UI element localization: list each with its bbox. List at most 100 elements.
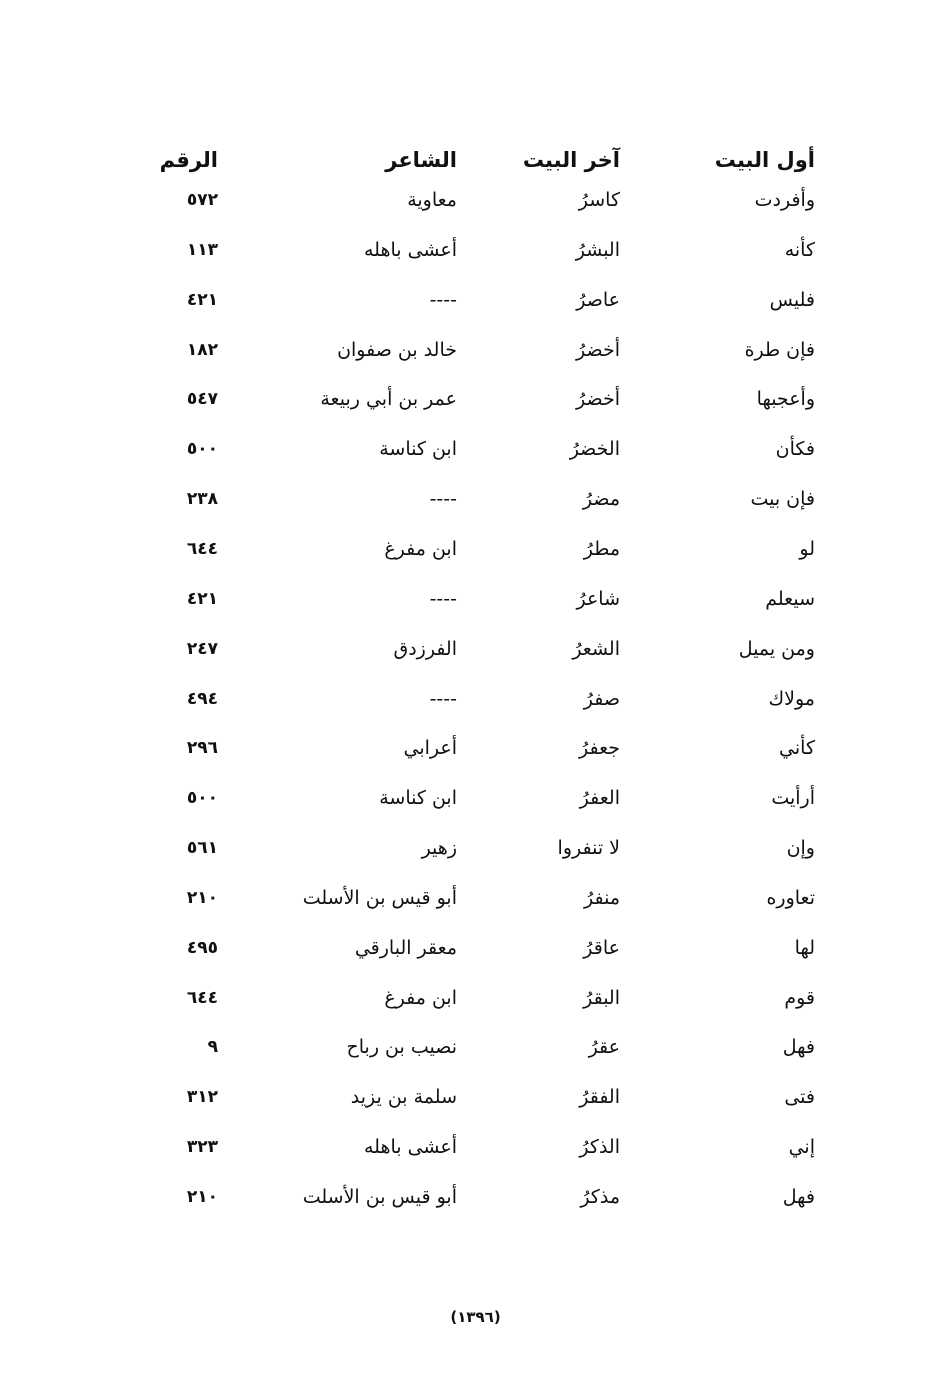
first-verse-cell: فإن طرة: [744, 338, 815, 361]
table-row: أرأيت العفرُ ابن كناسة ٥٠٠: [0, 783, 951, 813]
poet-cell: أعرابي: [403, 737, 457, 760]
table-row: وأعجبها أخضرُ عمر بن أبي ربيعة ٥٤٧: [0, 384, 951, 414]
table-row: فإن بيت مضرُ ---- ٢٣٨: [0, 484, 951, 514]
table-row: سيعلم شاعرُ ---- ٤٢١: [0, 584, 951, 614]
number-cell: ٦٤٤: [186, 538, 218, 559]
table-header: أول البيت آخر البيت الشاعر الرقم: [0, 145, 951, 175]
poet-cell: نصيب بن رباح: [346, 1036, 457, 1059]
poet-cell: معقر البارقي: [354, 936, 457, 959]
table-row: قوم البقرُ ابن مفرغ ٦٤٤: [0, 983, 951, 1013]
first-verse-cell: وأفردت: [754, 189, 815, 211]
poet-cell: ابن مفرغ: [384, 986, 457, 1009]
table-row: لو مطرُ ابن مفرغ ٦٤٤: [0, 534, 951, 564]
first-verse-cell: فإن بيت: [750, 488, 815, 511]
table-row: فكأن الخضرُ ابن كناسة ٥٠٠: [0, 434, 951, 464]
header-first-verse: أول البيت: [714, 148, 815, 172]
first-verse-cell: سيعلم: [765, 587, 815, 610]
poet-cell: سلمة بن يزيد: [350, 1086, 457, 1109]
last-verse-cell: عاقرُ: [583, 936, 620, 959]
number-cell: ٩: [207, 1037, 218, 1058]
table-row: فإن طرة أخضرُ خالد بن صفوان ١٨٢: [0, 335, 951, 365]
first-verse-cell: لو: [799, 537, 815, 560]
table-row: فهل عقرُ نصيب بن رباح ٩: [0, 1032, 951, 1062]
last-verse-cell: كاسرُ: [578, 189, 620, 211]
last-verse-cell: مذكرُ: [580, 1186, 620, 1208]
number-cell: ٥٠٠: [186, 788, 218, 809]
first-verse-cell: إني: [788, 1136, 815, 1159]
first-verse-cell: فكأن: [775, 438, 815, 461]
number-cell: ٢١٠: [186, 887, 218, 908]
poet-cell: أبو قيس بن الأسلت: [302, 1186, 457, 1208]
number-cell: ٣٢٣: [186, 1137, 218, 1158]
last-verse-cell: أخضرُ: [576, 388, 620, 411]
first-verse-cell: أرأيت: [771, 787, 815, 810]
poet-cell: ----: [429, 687, 457, 710]
number-cell: ١١٣: [186, 239, 218, 260]
first-verse-cell: فهل: [782, 1036, 815, 1059]
last-verse-cell: عاصرُ: [576, 288, 620, 311]
table-row: فليس عاصرُ ---- ٤٢١: [0, 285, 951, 315]
last-verse-cell: شاعرُ: [576, 587, 620, 610]
last-verse-cell: البقرُ: [583, 986, 620, 1009]
header-number: الرقم: [159, 148, 218, 172]
poet-cell: معاوية: [407, 189, 457, 211]
poet-cell: ----: [429, 488, 457, 511]
number-cell: ٢٩٦: [186, 738, 218, 759]
table-row: إني الذكرُ أعشى باهله ٣٢٣: [0, 1132, 951, 1162]
poet-cell: عمر بن أبي ربيعة: [320, 388, 457, 411]
page-number: (١٣٩٦): [450, 1308, 501, 1326]
poet-cell: ابن كناسة: [379, 787, 457, 810]
last-verse-cell: جعفرُ: [578, 737, 620, 760]
last-verse-cell: لا تنفروا: [557, 837, 620, 860]
last-verse-cell: صفرُ: [583, 687, 620, 710]
poet-cell: زهير: [421, 837, 457, 860]
last-verse-cell: الفقرُ: [579, 1086, 620, 1109]
poet-cell: ----: [429, 288, 457, 311]
first-verse-cell: قوم: [784, 986, 815, 1009]
table-row: فهل مذكرُ أبو قيس بن الأسلت ٢١٠: [0, 1182, 951, 1212]
number-cell: ٢٤٧: [186, 638, 218, 659]
poet-cell: ----: [429, 587, 457, 610]
number-cell: ١٨٢: [186, 339, 218, 360]
first-verse-cell: كأني: [779, 737, 815, 760]
poet-cell: الفرزدق: [393, 637, 457, 660]
last-verse-cell: عقرُ: [588, 1036, 620, 1059]
last-verse-cell: العفرُ: [579, 787, 620, 810]
table-row: فتى الفقرُ سلمة بن يزيد ٣١٢: [0, 1082, 951, 1112]
table-row: لها عاقرُ معقر البارقي ٤٩٥: [0, 933, 951, 963]
number-cell: ٥٤٧: [186, 389, 218, 410]
first-verse-cell: تعاوره: [766, 886, 815, 909]
last-verse-cell: أخضرُ: [576, 338, 620, 361]
poet-cell: خالد بن صفوان: [337, 338, 457, 361]
poet-cell: ابن كناسة: [379, 438, 457, 461]
number-cell: ٤٩٥: [186, 937, 218, 958]
table-row: كأني جعفرُ أعرابي ٢٩٦: [0, 733, 951, 763]
number-cell: ٤٢١: [186, 289, 218, 310]
last-verse-cell: منفرُ: [583, 886, 620, 909]
last-verse-cell: مطرُ: [583, 537, 620, 560]
number-cell: ٥٦١: [186, 838, 218, 859]
table-row: وإن لا تنفروا زهير ٥٦١: [0, 833, 951, 863]
first-verse-cell: لها: [794, 936, 815, 959]
first-verse-cell: مولاك: [768, 687, 816, 710]
first-verse-cell: ومن يميل: [738, 637, 815, 660]
table-row: كأنه البشرُ أعشى باهله ١١٣: [0, 235, 951, 265]
last-verse-cell: البشرُ: [575, 238, 620, 261]
last-verse-cell: مضرُ: [582, 488, 620, 511]
first-verse-cell: فليس: [769, 288, 815, 311]
number-cell: ٥٧٢: [186, 190, 218, 210]
poet-cell: أعشى باهله: [363, 238, 457, 261]
poet-cell: أبو قيس بن الأسلت: [302, 886, 457, 909]
number-cell: ٢٣٨: [186, 489, 218, 510]
table-row: وأفردت كاسرُ معاوية ٥٧٢: [0, 185, 951, 215]
first-verse-cell: وأعجبها: [756, 388, 815, 411]
first-verse-cell: فهل: [782, 1186, 815, 1208]
last-verse-cell: الخضرُ: [569, 438, 620, 461]
first-verse-cell: كأنه: [784, 238, 815, 261]
number-cell: ٢١٠: [186, 1187, 218, 1207]
header-last-verse: آخر البيت: [522, 148, 620, 172]
table-row: مولاك صفرُ ---- ٤٩٤: [0, 684, 951, 714]
header-poet: الشاعر: [385, 148, 457, 172]
table-row: تعاوره منفرُ أبو قيس بن الأسلت ٢١٠: [0, 883, 951, 913]
poet-cell: ابن مفرغ: [384, 537, 457, 560]
